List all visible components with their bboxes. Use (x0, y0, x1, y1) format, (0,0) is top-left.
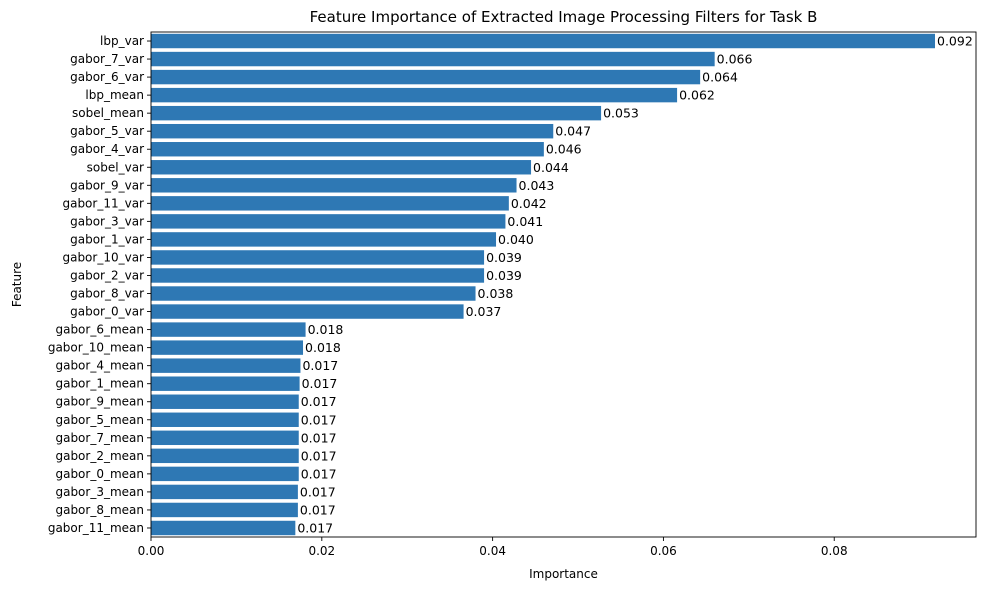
y-tick-label: lbp_var (100, 34, 144, 48)
y-tick-label: lbp_mean (85, 88, 144, 102)
data-label: 0.017 (302, 376, 338, 391)
data-label: 0.037 (466, 304, 502, 319)
bar-gabor-10-var (151, 250, 485, 265)
data-label: 0.039 (486, 268, 522, 283)
y-tick-label: gabor_8_mean (55, 503, 144, 517)
bar-gabor-6-mean (151, 322, 306, 337)
data-label: 0.017 (300, 484, 336, 499)
data-label: 0.017 (297, 520, 333, 535)
y-tick-label: gabor_7_mean (55, 431, 144, 445)
data-label: 0.017 (301, 448, 337, 463)
y-tick-label: gabor_3_var (70, 214, 144, 228)
bar-gabor-7-mean (151, 430, 299, 446)
y-tick-label: gabor_6_var (70, 70, 144, 84)
y-tick-label: gabor_9_var (70, 178, 144, 192)
x-tick-label: 0.00 (138, 544, 165, 558)
x-axis-title: Importance (529, 567, 598, 581)
bar-gabor-1-mean (151, 376, 300, 391)
y-tick-label: gabor_11_var (62, 196, 144, 210)
bar-gabor-3-mean (151, 484, 298, 500)
y-tick-label: gabor_1_var (70, 232, 144, 246)
data-label: 0.017 (301, 430, 337, 445)
y-tick-label: sobel_mean (72, 106, 144, 120)
data-label: 0.017 (301, 412, 337, 427)
bar-gabor-7-var (151, 51, 715, 67)
y-tick-label: gabor_7_var (70, 52, 144, 66)
data-label: 0.040 (498, 232, 534, 247)
bar-lbp-var (151, 33, 936, 49)
bar-gabor-5-mean (151, 412, 299, 427)
y-tick-label: gabor_0_var (70, 305, 144, 319)
bar-lbp-mean (151, 87, 678, 103)
y-tick-label: gabor_10_mean (48, 341, 144, 355)
x-tick-label: 0.08 (821, 544, 848, 558)
y-tick-label: sobel_var (87, 160, 144, 174)
bar-gabor-8-mean (151, 502, 298, 518)
data-label: 0.038 (478, 286, 514, 301)
x-tick-label: 0.06 (650, 544, 677, 558)
y-tick-label: gabor_2_var (70, 268, 144, 282)
data-labels-group: 0.092 0.066 0.064 0.062 0.053 0.047 0.046 0.044… (297, 34, 972, 536)
data-label: 0.017 (300, 502, 336, 517)
y-tick-label: gabor_5_mean (55, 413, 144, 427)
chart-title: Feature Importance of Extracted Image Pr… (310, 8, 818, 26)
x-axis-ticks: 0.00 0.02 0.04 0.06 0.08 (138, 537, 848, 558)
y-tick-label: gabor_4_var (70, 142, 144, 156)
y-axis-title: Feature (10, 262, 24, 307)
data-label: 0.042 (511, 196, 547, 211)
bar-gabor-11-mean (151, 520, 296, 536)
bar-gabor-8-var (151, 286, 476, 301)
y-tick-label: gabor_4_mean (55, 359, 144, 373)
data-label: 0.039 (486, 250, 522, 265)
data-label: 0.044 (533, 160, 569, 175)
bar-gabor-9-var (151, 178, 517, 193)
data-label: 0.092 (937, 34, 973, 49)
x-tick-label: 0.04 (479, 544, 506, 558)
y-tick-label: gabor_1_mean (55, 377, 144, 391)
y-tick-label: gabor_11_mean (48, 521, 144, 535)
data-label: 0.041 (507, 214, 543, 229)
data-label: 0.053 (603, 106, 639, 121)
bar-gabor-2-mean (151, 448, 299, 464)
y-tick-label: gabor_8_var (70, 287, 144, 301)
y-tick-label: gabor_6_mean (55, 323, 144, 337)
y-tick-label: gabor_2_mean (55, 449, 144, 463)
y-tick-label: gabor_10_var (62, 250, 144, 264)
y-tick-label: gabor_3_mean (55, 485, 144, 499)
y-tick-label: gabor_5_var (70, 124, 144, 138)
data-label: 0.062 (679, 88, 715, 103)
bar-gabor-0-mean (151, 466, 299, 482)
y-tick-label: gabor_9_mean (55, 395, 144, 409)
data-label: 0.017 (302, 358, 338, 373)
bar-gabor-5-var (151, 123, 554, 139)
bars-group (151, 33, 936, 536)
data-label: 0.018 (308, 322, 344, 337)
bar-gabor-0-var (151, 304, 464, 319)
bar-gabor-11-var (151, 196, 509, 211)
bar-gabor-3-var (151, 214, 506, 229)
bar-gabor-4-var (151, 142, 544, 157)
bar-gabor-1-var (151, 232, 497, 247)
bar-gabor-4-mean (151, 358, 301, 373)
bar-sobel-var (151, 160, 532, 175)
x-tick-label: 0.02 (308, 544, 335, 558)
bar-gabor-9-mean (151, 394, 299, 409)
bar-gabor-10-mean (151, 340, 304, 355)
data-label: 0.043 (519, 178, 555, 193)
data-label: 0.047 (555, 124, 591, 139)
plot-frame (150, 31, 977, 538)
y-axis-ticks: lbp_var gabor_7_var gabor_6_var lbp_meansob… (48, 34, 151, 535)
bar-sobel-mean (151, 105, 602, 121)
bar-gabor-2-var (151, 268, 485, 283)
bar-gabor-6-var (151, 69, 701, 85)
data-label: 0.018 (305, 340, 341, 355)
data-label: 0.064 (702, 70, 738, 85)
data-label: 0.017 (301, 394, 337, 409)
data-label: 0.066 (717, 52, 753, 67)
y-tick-label: gabor_0_mean (55, 467, 144, 481)
data-label: 0.046 (546, 142, 582, 157)
data-label: 0.017 (301, 466, 337, 481)
